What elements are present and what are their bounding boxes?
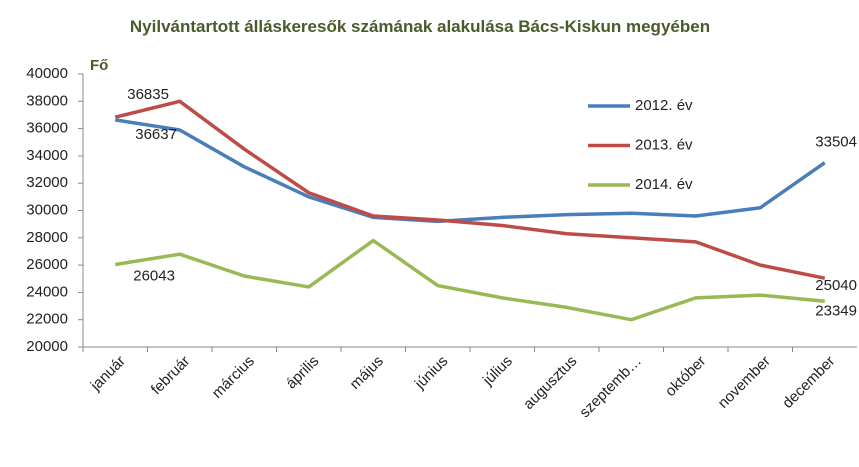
series-line (114, 99, 826, 280)
legend-label: 2014. év (635, 176, 693, 193)
x-tick-label: február (148, 353, 194, 399)
x-tick-label: május (347, 353, 387, 393)
x-tick-label: január (87, 353, 129, 395)
legend-label: 2013. év (635, 136, 693, 153)
y-tick-label: 22000 (26, 311, 68, 328)
data-label: 33504 (815, 134, 857, 151)
data-label: 25040 (815, 277, 857, 294)
y-tick-label: 36000 (26, 120, 68, 137)
x-tick-label: augusztus (520, 353, 580, 413)
series-line (114, 118, 826, 224)
data-label: 26043 (133, 267, 175, 284)
series-line (114, 238, 825, 322)
y-tick-label: 38000 (26, 92, 68, 109)
x-tick-label: november (715, 353, 774, 412)
data-label: 36835 (127, 86, 169, 103)
x-tick-label: december (779, 353, 838, 412)
y-tick-label: 28000 (26, 229, 68, 246)
x-tick-label: június (411, 353, 451, 393)
y-tick-label: 40000 (26, 65, 68, 82)
x-tick-label: szeptemb… (576, 353, 645, 422)
chart-title: Nyilvántartott álláskeresők számának ala… (129, 17, 711, 36)
y-tick-label: 24000 (26, 283, 68, 300)
y-tick-label: 32000 (26, 174, 68, 191)
x-tick-label: október (662, 353, 709, 400)
y-tick-label: 20000 (26, 338, 68, 355)
y-tick-label: 30000 (26, 201, 68, 218)
x-tick-label: március (209, 353, 258, 402)
legend-label: 2012. év (635, 97, 693, 114)
y-tick-label: 34000 (26, 147, 68, 164)
data-label: 23349 (815, 302, 857, 319)
y-tick-label: 26000 (26, 256, 68, 273)
x-tick-label: július (479, 353, 516, 390)
x-tick-label: április (283, 353, 323, 393)
y-axis-label: Fő (90, 57, 108, 74)
data-label: 36637 (135, 126, 177, 143)
